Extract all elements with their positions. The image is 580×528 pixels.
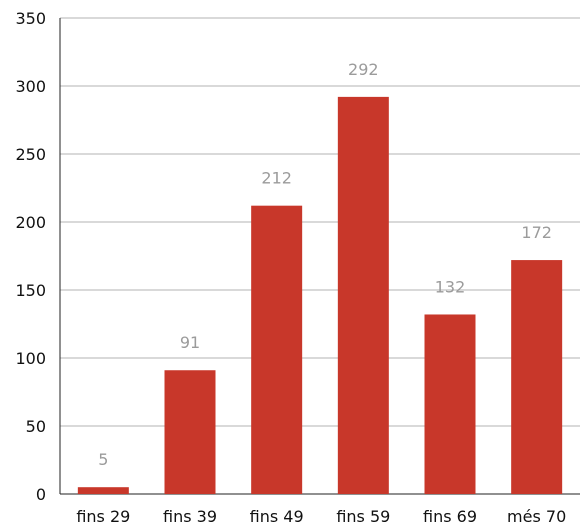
x-category-label: fins 39 <box>163 507 217 526</box>
bar <box>337 96 389 494</box>
bar-series <box>77 96 563 494</box>
y-tick-label: 50 <box>26 417 46 436</box>
x-category-label: fins 49 <box>250 507 304 526</box>
y-tick-label: 100 <box>15 349 46 368</box>
x-category-label: més 70 <box>507 507 566 526</box>
bar-value-label: 5 <box>98 450 108 469</box>
bar <box>164 370 216 494</box>
y-tick-label: 300 <box>15 77 46 96</box>
y-tick-label: 150 <box>15 281 46 300</box>
y-tick-label: 250 <box>15 145 46 164</box>
bar <box>511 260 563 494</box>
bar-value-label: 212 <box>261 169 292 188</box>
data-labels: 5 91 212 292 132 172 <box>98 60 552 469</box>
bar <box>424 314 476 494</box>
y-tick-label: 200 <box>15 213 46 232</box>
bar-value-label: 132 <box>435 277 466 296</box>
x-category-label: fins 69 <box>423 507 477 526</box>
bar <box>251 205 303 494</box>
y-tick-label: 350 <box>15 9 46 28</box>
x-category-label: fins 59 <box>336 507 390 526</box>
bar-value-label: 172 <box>521 223 552 242</box>
y-tick-label: 0 <box>36 485 46 504</box>
y-axis-tick-labels: 0 50 100 150 200 250 300 350 <box>15 9 46 504</box>
gridlines <box>60 17 580 427</box>
bar-value-label: 91 <box>180 333 200 352</box>
bar <box>77 487 129 494</box>
bar-value-label: 292 <box>348 60 379 79</box>
x-axis-tick-labels: fins 29 fins 39 fins 49 fins 59 fins 69 més 7… <box>76 507 566 526</box>
x-category-label: fins 29 <box>76 507 130 526</box>
